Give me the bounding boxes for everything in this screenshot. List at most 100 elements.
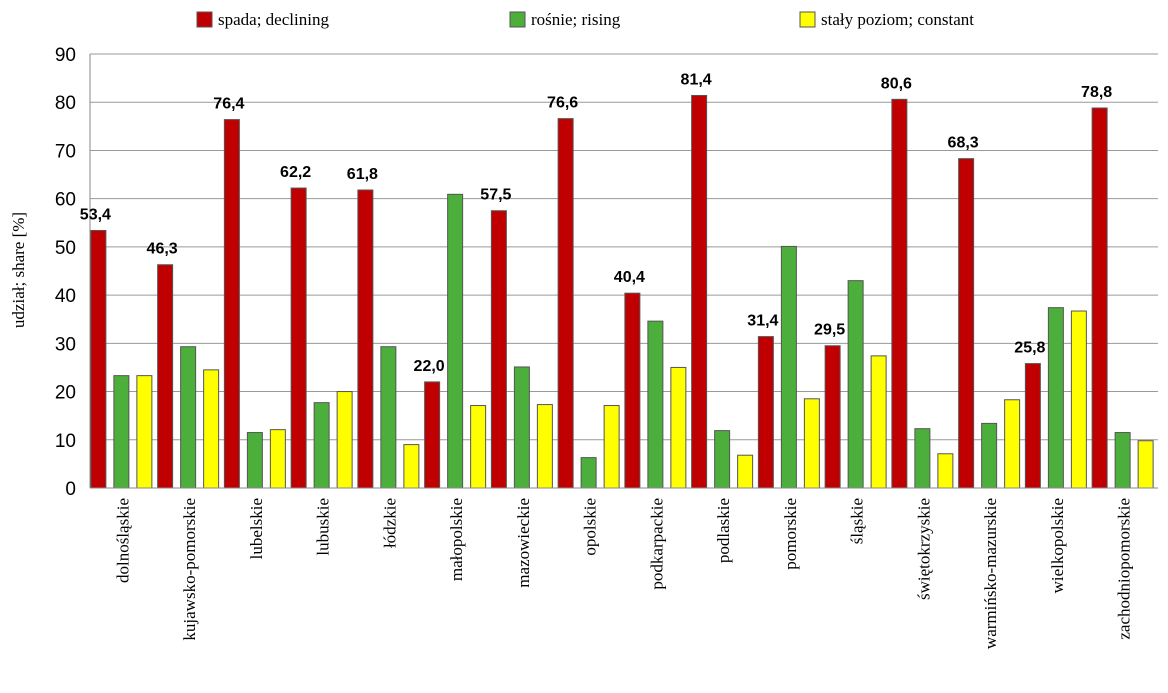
bar-rising: [1114, 432, 1131, 489]
x-axis: dolnośląskie kujawsko-pomorskie lubelskie l…: [90, 487, 1158, 649]
bar-declining: [757, 336, 774, 489]
bar-rising: [580, 457, 597, 489]
bar-rising: [447, 193, 464, 489]
bar-declining: [90, 229, 107, 489]
x-tick-label: opolskie: [581, 498, 600, 556]
legend-label-constant: stały poziom; constant: [821, 10, 974, 29]
bar-constant: [203, 369, 220, 489]
bar-constant: [1004, 399, 1021, 489]
x-tick-label: kujawsko-pomorskie: [180, 498, 199, 641]
y-tick-label: 60: [55, 190, 76, 211]
data-label: 31,4: [747, 313, 778, 330]
legend-swatch-rising: [509, 11, 526, 28]
y-axis: 0 10 20 30 40 50 60 70 80 90: [55, 45, 91, 500]
x-tick-label: pomorskie: [781, 498, 800, 570]
data-label: 76,4: [213, 96, 244, 113]
bar-declining: [691, 94, 708, 489]
data-label: 81,4: [681, 71, 712, 88]
x-tick-label: śląskie: [848, 498, 867, 544]
legend: spada; declining rośnie; rising stały pozi…: [196, 10, 974, 29]
y-tick-label: 30: [55, 334, 76, 355]
x-tick-label: lubuskie: [314, 498, 333, 556]
data-label: 61,8: [347, 166, 378, 183]
bar-constant: [1070, 310, 1087, 489]
data-label: 29,5: [814, 322, 845, 339]
bars: [90, 94, 1154, 489]
bar-declining: [157, 264, 174, 489]
bar-rising: [246, 432, 263, 489]
bar-constant: [603, 405, 620, 489]
bar-declining: [624, 292, 641, 489]
bar-constant: [336, 391, 353, 489]
legend-swatch-constant: [799, 11, 816, 28]
x-tick-label: zachodniopomorskie: [1115, 498, 1134, 640]
data-label: 22,0: [414, 358, 445, 375]
bar-constant: [737, 454, 754, 489]
bar-declining: [824, 345, 841, 489]
bar-constant: [803, 398, 820, 489]
x-tick-label: łódzkie: [380, 498, 399, 548]
data-label: 78,8: [1081, 84, 1112, 101]
bar-rising: [113, 375, 130, 489]
x-tick-label: świętokrzyskie: [914, 498, 933, 600]
y-axis-label: udział; share [%]: [9, 212, 28, 328]
x-tick-label: podlaskie: [714, 498, 733, 563]
bar-rising: [847, 280, 864, 489]
data-labels: 53,4 46,3 76,4 62,2 61,8 22,0 57,5 76,6 40,4 81,4…: [80, 71, 1112, 374]
bar-rising: [780, 245, 797, 489]
bar-constant: [136, 375, 153, 489]
x-tick-label: podkarpackie: [647, 498, 666, 590]
data-label: 68,3: [948, 135, 979, 152]
x-tick-label: małopolskie: [447, 498, 466, 581]
x-tick-label: dolnośląskie: [113, 498, 132, 583]
bar-constant: [536, 404, 553, 489]
x-tick-label: warmińsko-mazurskie: [981, 498, 1000, 649]
bar-rising: [380, 346, 397, 489]
bar-declining: [223, 119, 240, 489]
x-tick-label: mazowieckie: [514, 498, 533, 588]
x-tick-label: wielkopolskie: [1048, 498, 1067, 593]
y-tick-label: 20: [55, 383, 76, 404]
bar-rising: [914, 428, 931, 489]
bar-rising: [513, 366, 530, 489]
bar-rising: [313, 402, 330, 489]
bar-declining: [357, 189, 374, 489]
bar-constant: [470, 405, 487, 489]
bar-constant: [870, 355, 887, 489]
bar-rising: [981, 422, 998, 489]
bar-declining: [958, 158, 975, 489]
y-tick-label: 50: [55, 238, 76, 259]
bar-rising: [647, 320, 664, 489]
bar-declining: [1024, 363, 1041, 489]
data-label: 80,6: [881, 75, 912, 92]
gridlines: [90, 53, 1158, 489]
bar-rising: [1047, 307, 1064, 489]
bar-rising: [714, 430, 731, 489]
bar-constant: [403, 444, 420, 489]
legend-label-declining: spada; declining: [218, 10, 329, 29]
bar-declining: [891, 98, 908, 489]
data-label: 62,2: [280, 164, 311, 181]
y-tick-label: 10: [55, 431, 76, 452]
bar-declining: [490, 210, 507, 489]
bar-rising: [180, 346, 197, 489]
legend-swatch-declining: [196, 11, 213, 28]
bar-declining: [424, 381, 441, 489]
bar-constant: [1137, 440, 1154, 489]
bar-constant: [937, 453, 954, 489]
data-label: 40,4: [614, 269, 645, 286]
bar-declining: [290, 187, 307, 489]
y-tick-label: 80: [55, 93, 76, 114]
y-tick-label: 0: [65, 479, 76, 500]
data-label: 53,4: [80, 206, 111, 223]
y-tick-label: 40: [55, 286, 76, 307]
data-label: 25,8: [1014, 340, 1045, 357]
legend-label-rising: rośnie; rising: [531, 10, 621, 29]
data-label: 57,5: [480, 187, 511, 204]
x-tick-label: lubelskie: [247, 498, 266, 559]
data-label: 46,3: [147, 241, 178, 258]
y-tick-label: 90: [55, 45, 76, 66]
bar-constant: [670, 366, 687, 489]
bar-constant: [269, 429, 286, 489]
